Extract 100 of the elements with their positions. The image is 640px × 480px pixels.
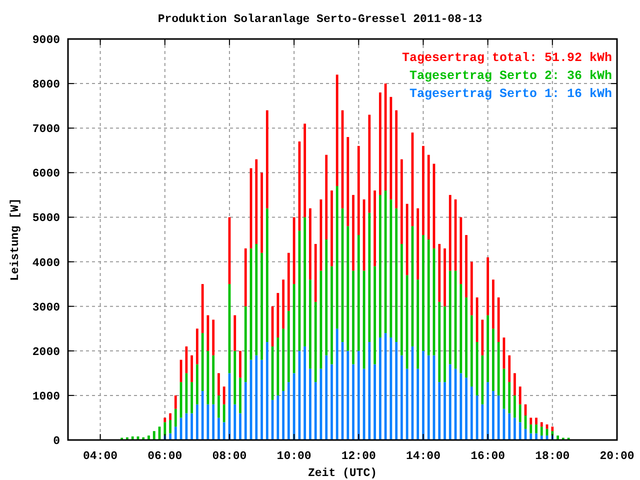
x-tick-label: 16:00 (470, 450, 506, 463)
bar (282, 328, 285, 391)
bar (169, 433, 172, 440)
bar (551, 426, 554, 432)
bar (486, 257, 490, 316)
bar (378, 338, 382, 440)
bar (395, 110, 398, 208)
bar (390, 199, 392, 338)
bar (508, 355, 511, 382)
bar (218, 418, 220, 440)
x-tick-label: 04:00 (83, 450, 118, 463)
bar (174, 408, 177, 427)
bar (255, 244, 258, 356)
bar (260, 252, 263, 360)
bar (486, 382, 490, 440)
bar (368, 114, 371, 213)
bar (218, 395, 220, 418)
y-tick-label: 6000 (32, 168, 60, 181)
bar (201, 284, 204, 334)
bar (416, 368, 420, 440)
x-tick-label: 18:00 (535, 450, 570, 463)
bar (518, 422, 522, 440)
bar (427, 154, 430, 240)
bar (152, 431, 156, 440)
bar (201, 390, 204, 440)
bar (530, 433, 532, 440)
bar (470, 315, 473, 387)
bar (304, 346, 306, 440)
y-axis-title: Leistung [W] (9, 198, 22, 281)
bar (330, 266, 333, 364)
y-tick-label: 9000 (32, 34, 60, 47)
bar (551, 431, 554, 436)
bar (406, 275, 408, 369)
bar (239, 378, 242, 414)
bar (444, 382, 446, 440)
bar (448, 194, 452, 271)
bar (476, 297, 478, 342)
bar (497, 297, 500, 342)
x-tick-label: 20:00 (600, 450, 634, 463)
y-tick-label: 2000 (32, 346, 60, 359)
bar (336, 74, 338, 186)
bar (406, 204, 408, 276)
bar (438, 382, 441, 440)
bar (346, 350, 350, 440)
bar (309, 368, 312, 440)
bar (465, 378, 468, 440)
bar (287, 310, 290, 382)
bar (481, 355, 484, 404)
y-tick-label: 1000 (32, 390, 60, 404)
bar (276, 395, 280, 440)
bar (460, 373, 462, 440)
series-label: Tagesertrag total: 51.92 kWh (402, 51, 612, 65)
bar (540, 422, 543, 427)
bar (400, 244, 403, 356)
bar (314, 302, 317, 382)
bar (206, 315, 210, 351)
bar (406, 368, 408, 440)
bar (190, 382, 193, 414)
bar (314, 244, 317, 302)
bar (540, 436, 543, 440)
bar (346, 137, 350, 226)
text: Tagesertrag Serto 2: 36 kWh (409, 69, 612, 83)
y-tick-label: 8000 (32, 78, 60, 92)
bar (470, 262, 473, 316)
y-tick-label: 0 (53, 435, 60, 448)
bar (266, 342, 268, 440)
bar (292, 217, 296, 284)
bar (514, 373, 516, 396)
bar (212, 404, 215, 440)
bar (374, 190, 376, 266)
bar (535, 433, 538, 440)
bar (330, 190, 333, 266)
bar (556, 436, 560, 440)
bar (287, 252, 290, 311)
bar (395, 208, 398, 342)
bar (222, 404, 226, 422)
bar (460, 284, 462, 374)
bar (206, 350, 210, 404)
bar (260, 360, 263, 440)
bar (486, 315, 490, 382)
bar (282, 280, 285, 329)
y-tick-label: 3000 (32, 301, 60, 314)
bar (218, 373, 220, 396)
bar (390, 96, 392, 200)
bar (357, 350, 360, 440)
bar (374, 266, 376, 364)
bar (206, 404, 210, 440)
bar (470, 386, 473, 440)
bar (460, 217, 462, 284)
bar (368, 342, 371, 440)
bar (508, 413, 511, 440)
bar (481, 320, 484, 356)
bar (427, 355, 430, 440)
bar (239, 413, 242, 440)
bar (368, 212, 371, 342)
bar (292, 284, 296, 374)
bar (169, 413, 172, 420)
bar (304, 124, 306, 218)
bar (292, 373, 296, 440)
bar (422, 235, 424, 351)
